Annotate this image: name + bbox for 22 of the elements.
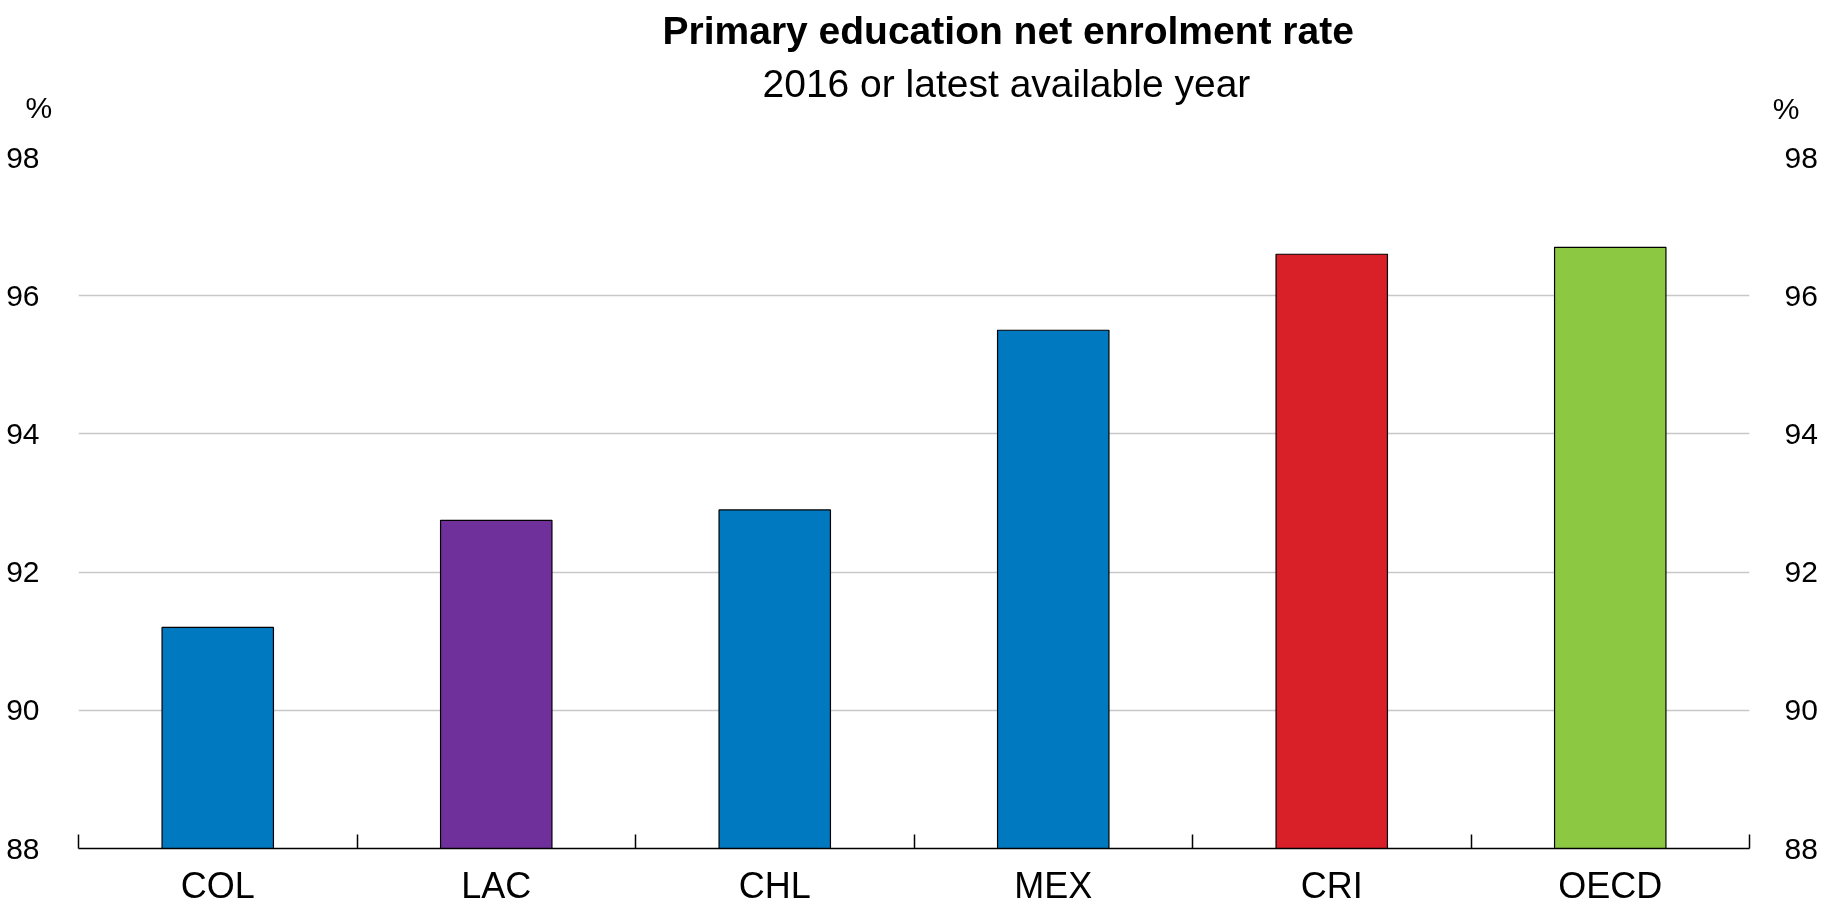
- y-tick-label: 98: [6, 140, 40, 174]
- x-tick-label: OECD: [1558, 864, 1663, 906]
- y-tick-label: 88: [6, 831, 40, 865]
- y2-axis-title: %: [1772, 91, 1800, 125]
- x-tick-label: MEX: [1014, 864, 1093, 906]
- y2-tick-label: 98: [1784, 140, 1818, 174]
- y-tick-label: 92: [6, 555, 40, 589]
- x-tick-label: CHL: [738, 864, 811, 906]
- y2-tick-label: 88: [1784, 831, 1818, 865]
- x-tick-label: COL: [180, 864, 255, 906]
- y-tick-label: 96: [6, 278, 40, 312]
- y-tick-label: 94: [6, 416, 40, 450]
- y2-tick-label: 92: [1784, 555, 1818, 589]
- y2-tick-label: 96: [1784, 278, 1818, 312]
- y-axis-title: %: [25, 90, 53, 124]
- x-tick-label: LAC: [461, 864, 532, 906]
- chart-title: Primary education net enrolment rate: [662, 9, 1354, 52]
- y2-tick-label: 90: [1784, 693, 1818, 727]
- y2-tick-label: 94: [1784, 416, 1818, 450]
- x-tick-label: CRI: [1300, 864, 1363, 906]
- y-tick-label: 90: [6, 693, 40, 727]
- chart-subtitle: 2016 or latest available year: [762, 61, 1251, 105]
